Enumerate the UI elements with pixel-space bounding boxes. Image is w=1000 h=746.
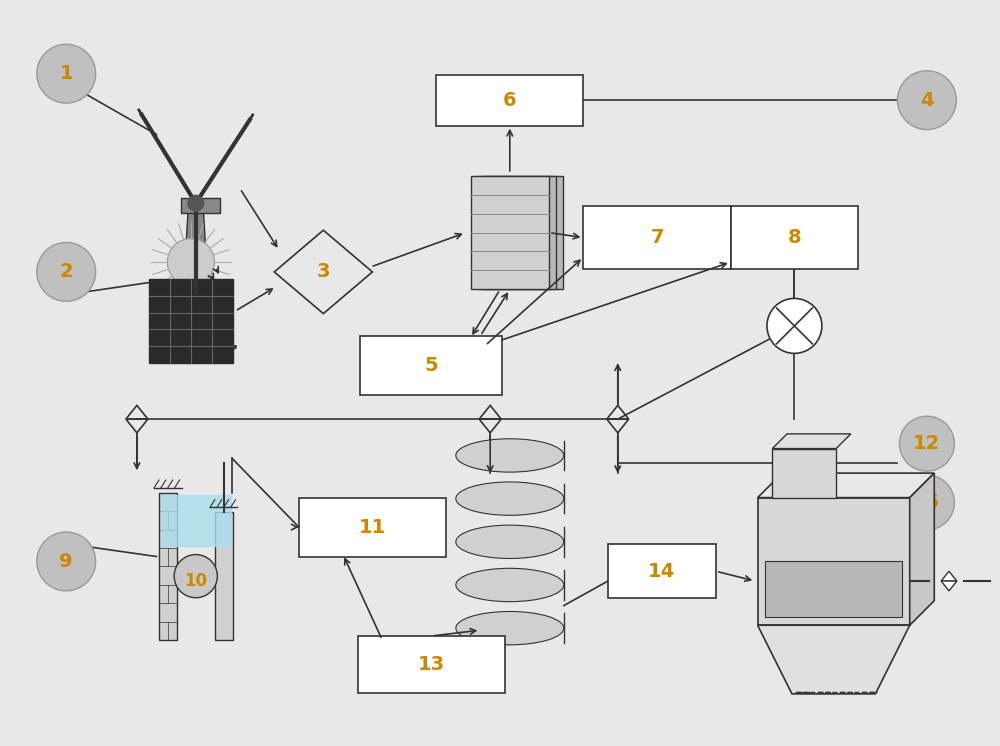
Polygon shape: [758, 473, 934, 498]
Text: 12: 12: [913, 434, 941, 453]
Ellipse shape: [456, 525, 564, 559]
Circle shape: [174, 554, 217, 598]
Polygon shape: [166, 330, 225, 345]
Text: 11: 11: [359, 518, 386, 536]
Text: 8: 8: [788, 228, 801, 247]
Text: 5: 5: [424, 356, 438, 374]
Bar: [608, 545, 716, 598]
Circle shape: [899, 475, 954, 530]
Polygon shape: [910, 473, 934, 625]
Polygon shape: [758, 625, 910, 694]
Text: 10: 10: [184, 572, 207, 590]
Bar: [360, 336, 502, 395]
Text: 3: 3: [317, 263, 330, 281]
Ellipse shape: [456, 612, 564, 645]
Circle shape: [37, 242, 96, 301]
Bar: [299, 498, 446, 557]
Text: 4: 4: [920, 91, 934, 110]
Text: 2: 2: [59, 263, 73, 281]
Polygon shape: [181, 198, 220, 213]
Circle shape: [767, 298, 822, 354]
Circle shape: [37, 44, 96, 103]
Bar: [484, 176, 563, 289]
Polygon shape: [772, 434, 851, 448]
Bar: [358, 636, 505, 693]
Text: 15: 15: [913, 493, 941, 512]
Bar: [471, 176, 549, 289]
Circle shape: [899, 416, 954, 471]
Bar: [477, 176, 556, 289]
Ellipse shape: [456, 439, 564, 472]
Text: 13: 13: [418, 655, 445, 674]
Polygon shape: [941, 571, 957, 581]
Text: 9: 9: [59, 552, 73, 571]
Bar: [583, 206, 731, 269]
Ellipse shape: [456, 482, 564, 515]
Bar: [149, 279, 233, 363]
Bar: [772, 448, 836, 498]
Text: 6: 6: [503, 91, 517, 110]
Ellipse shape: [456, 568, 564, 602]
Circle shape: [897, 71, 956, 130]
Circle shape: [37, 532, 96, 591]
Bar: [159, 492, 177, 640]
Bar: [215, 513, 233, 640]
Polygon shape: [941, 581, 957, 591]
Bar: [731, 206, 858, 269]
Bar: [765, 562, 902, 618]
Circle shape: [188, 195, 204, 211]
Bar: [758, 498, 910, 625]
Text: 14: 14: [648, 562, 676, 580]
Bar: [161, 495, 231, 546]
Polygon shape: [181, 213, 210, 330]
Circle shape: [167, 239, 214, 286]
Text: 7: 7: [650, 228, 664, 247]
Bar: [436, 75, 583, 125]
Text: 1: 1: [59, 64, 73, 83]
